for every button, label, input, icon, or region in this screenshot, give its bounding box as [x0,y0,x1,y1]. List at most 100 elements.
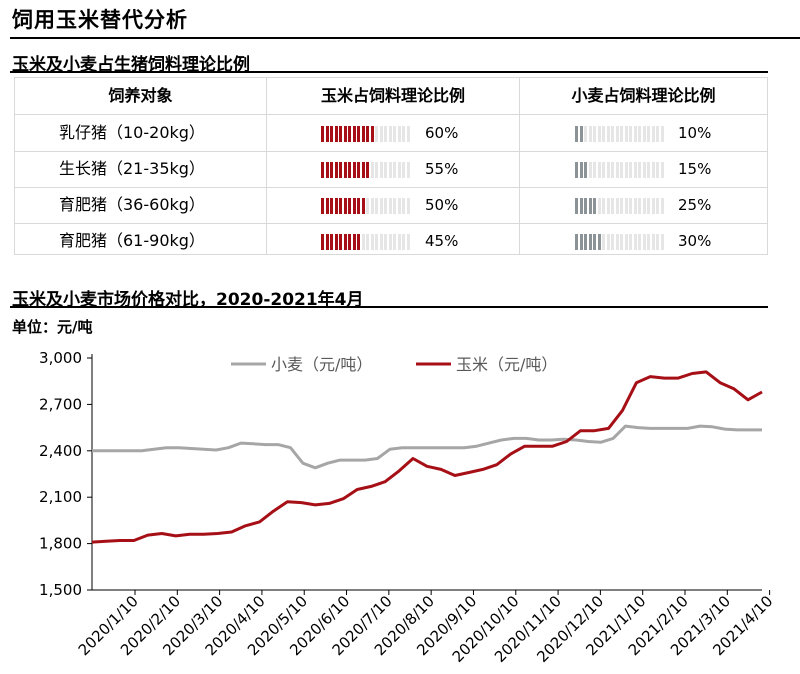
bar-segment-filled [321,198,324,214]
bar-segment-empty [620,162,623,178]
bar-segment-empty [402,198,405,214]
bar-segment-empty [615,198,619,214]
y-tick-label: 2,400 [39,442,82,460]
bar-segment-empty [593,162,596,178]
bar-segment-empty [402,162,405,178]
bar-segment-empty [638,234,641,250]
bar-segment-empty [660,198,664,214]
bar-segment-empty [366,198,369,214]
bar-segment-empty [633,126,637,142]
bar-segment-filled [325,198,329,214]
page-title: 饲用玉米替代分析 [12,8,188,32]
bar-segment-empty [615,234,619,250]
bar-segment-empty [611,126,614,142]
bar-segment-empty [584,126,587,142]
corn-ratio-value: 55% [425,160,459,178]
bar-segment-empty [656,198,659,214]
bar-segment-empty [384,162,387,178]
bar-segment-filled [361,162,365,178]
bar-segment-empty [620,126,623,142]
bar-segment-empty [629,162,632,178]
table-title: 玉米及小麦占生猪饲料理论比例 [12,55,250,75]
bar-segment-filled [339,126,342,142]
bar-segment-filled [575,162,578,178]
bar-segment-filled [330,234,333,250]
legend-wheat-label: 小麦（元/吨） [271,355,372,374]
corn-ratio-value: 45% [425,232,459,250]
bar-segment-empty [647,234,650,250]
cell-target: 生长猪（21-35kg） [59,159,205,178]
bar-segment-filled [334,126,338,142]
bar-segment-empty [597,162,601,178]
bar-segment-empty [593,126,596,142]
chart-title-rule [10,306,768,308]
bar-segment-filled [579,198,583,214]
bar-segment-empty [660,162,664,178]
bar-segment-empty [633,198,637,214]
bar-segment-empty [406,234,410,250]
bar-segment-filled [579,234,583,250]
wheat-ratio-value: 25% [678,196,712,214]
column-divider [519,78,520,254]
bar-segment-empty [370,234,374,250]
bar-segment-empty [660,126,664,142]
bar-segment-empty [370,162,374,178]
bar-segment-filled [343,162,347,178]
bar-segment-filled [588,234,592,250]
y-tick-label: 2,100 [39,488,82,506]
bar-segment-filled [597,234,601,250]
bar-segment-filled [357,198,360,214]
bar-segment-filled [361,198,365,214]
cell-target: 育肥猪（36-60kg） [59,195,205,214]
bar-segment-empty [361,234,365,250]
table-row: 育肥猪（36-60kg） 50% 25% [15,187,767,224]
bar-segment-filled [575,234,578,250]
bar-segment-empty [647,162,650,178]
title-rule [10,37,800,39]
bar-segment-empty [393,162,396,178]
wheat-ratio-value: 30% [678,232,712,250]
unit-label: 单位：元/吨 [12,318,93,336]
bar-segment-filled [334,198,338,214]
bar-segment-empty [642,234,646,250]
bar-segment-filled [352,198,356,214]
bar-segment-filled [339,198,342,214]
bar-segment-empty [651,126,655,142]
legend-corn-label: 玉米（元/吨） [456,355,557,374]
bar-segment-empty [602,234,605,250]
bar-segment-filled [579,162,583,178]
bar-segment-filled [352,234,356,250]
bar-segment-empty [379,162,383,178]
bar-segment-empty [388,126,392,142]
bar-segment-filled [575,198,578,214]
bar-segment-filled [593,234,596,250]
bar-segment-empty [638,162,641,178]
corn-ratio-value: 50% [425,196,459,214]
bar-segment-empty [393,126,396,142]
bar-segment-filled [584,162,587,178]
bar-segment-empty [633,162,637,178]
corn-ratio-value: 60% [425,124,459,142]
y-tick-label: 2,700 [39,395,82,413]
bar-segment-empty [615,162,619,178]
bar-segment-empty [611,234,614,250]
bar-segment-empty [624,126,628,142]
bar-segment-empty [651,198,655,214]
table-header-row: 饲养对象 玉米占饲料理论比例 小麦占饲料理论比例 [15,78,767,115]
bar-segment-empty [629,126,632,142]
bar-segment-empty [375,198,378,214]
bar-segment-empty [397,126,401,142]
bar-segment-empty [606,162,610,178]
bar-segment-empty [624,234,628,250]
header-wheat: 小麦占饲料理论比例 [571,86,716,105]
bar-segment-filled [357,234,360,250]
bar-segment-empty [397,162,401,178]
bar-segment-empty [588,126,592,142]
bar-segment-empty [393,234,396,250]
bar-segment-empty [388,162,392,178]
wheat-ratio-value: 10% [678,124,712,142]
bar-segment-empty [602,162,605,178]
bar-segment-empty [624,198,628,214]
chart-title: 玉米及小麦市场价格对比，2020-2021年4月 [12,290,364,310]
bar-segment-empty [606,198,610,214]
